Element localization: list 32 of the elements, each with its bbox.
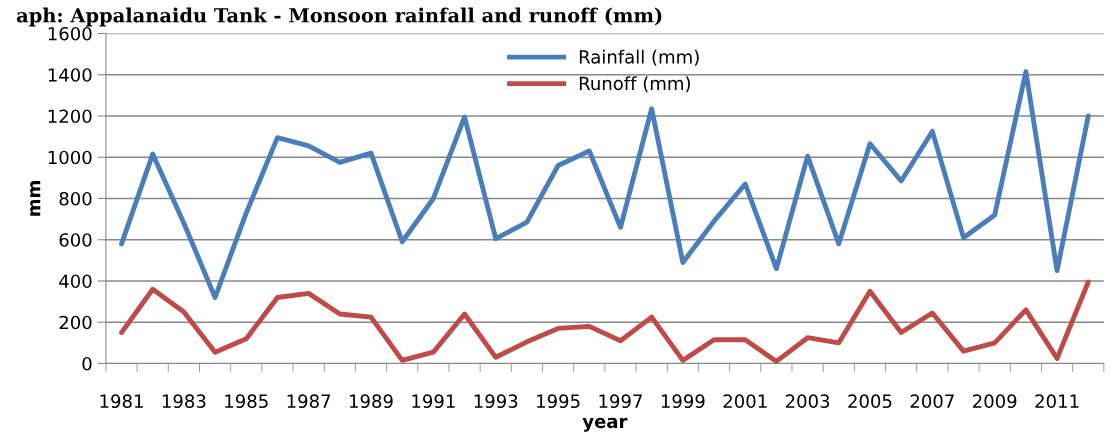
x-tick-label: 2003 bbox=[785, 394, 830, 409]
x-tick-label: 1997 bbox=[599, 394, 642, 409]
y-tick-label: 200 bbox=[59, 315, 92, 330]
x-tick-label: 2005 bbox=[848, 394, 892, 409]
x-tick-label: 1989 bbox=[350, 394, 393, 409]
y-tick-label: 1400 bbox=[48, 68, 92, 82]
x-axis-title: year bbox=[582, 417, 628, 432]
x-tick-label: 1999 bbox=[661, 394, 705, 409]
x-tick-label: 1983 bbox=[162, 394, 206, 409]
y-tick-label: 800 bbox=[59, 191, 92, 206]
y-tick-label: 1000 bbox=[48, 150, 92, 165]
chart-title: aph: Appalanaidu Tank - Monsoon rainfall and runoff (mm) bbox=[16, 7, 662, 27]
x-tick-label: 1995 bbox=[537, 394, 580, 409]
x-tick-label: 1991 bbox=[412, 394, 455, 409]
legend-label: Runoff (mm) bbox=[579, 76, 690, 93]
x-tick-label: 1993 bbox=[474, 394, 518, 409]
line-series bbox=[119, 279, 1091, 364]
x-tick-label: 1985 bbox=[225, 394, 268, 409]
y-tick-label: 1200 bbox=[48, 109, 92, 124]
legend-label: Rainfall (mm) bbox=[579, 49, 699, 66]
y-tick-label: 600 bbox=[59, 233, 92, 247]
y-tick-label: 1600 bbox=[48, 26, 92, 41]
x-tick-label: 2011 bbox=[1035, 394, 1079, 409]
y-axis-title: mm bbox=[30, 181, 41, 216]
x-tick-label: 2001 bbox=[723, 394, 767, 409]
x-tick-label: 1987 bbox=[287, 394, 331, 409]
y-tick-label: 400 bbox=[59, 274, 92, 289]
x-tick-label: 1981 bbox=[100, 394, 143, 409]
x-tick-label: 2009 bbox=[973, 394, 1017, 409]
y-tick-label: 0 bbox=[82, 356, 92, 371]
line-series bbox=[119, 69, 1091, 300]
x-tick-label: 2007 bbox=[910, 394, 954, 409]
